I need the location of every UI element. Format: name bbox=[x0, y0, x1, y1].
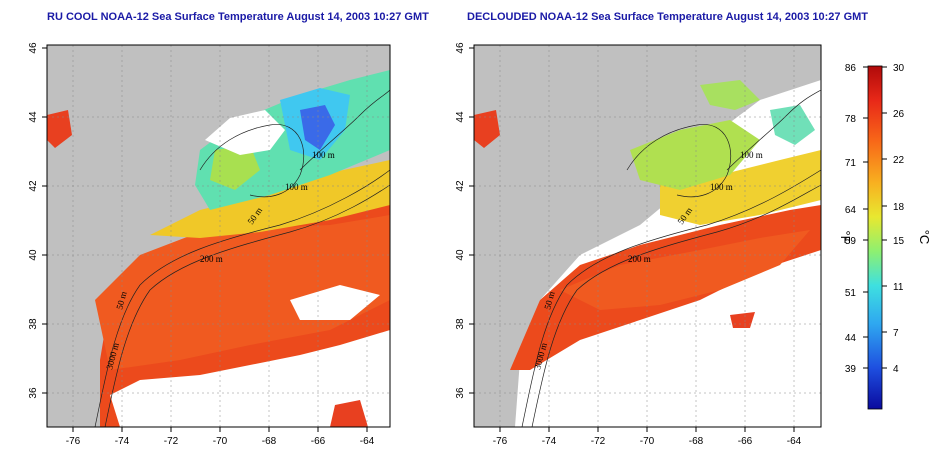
lat-tick-label: 42 bbox=[28, 180, 39, 192]
panel-1-ocean-yellow bbox=[150, 160, 390, 238]
panel-1-grid bbox=[47, 45, 390, 427]
panel-1-ocean-green bbox=[210, 145, 260, 190]
panel-1-contour-label: 100 m bbox=[312, 150, 335, 160]
panel-2-ocean-yellow bbox=[660, 150, 821, 225]
panel-1-ocean-warm-2 bbox=[95, 215, 390, 370]
fahrenheit-tick: 86 bbox=[845, 63, 857, 74]
fahrenheit-tick: 59 bbox=[845, 236, 857, 247]
lon-tick-label: -76 bbox=[493, 436, 508, 447]
panel-2-title: DECLOUDED NOAA-12 Sea Surface Temperatur… bbox=[467, 11, 869, 23]
panel-2-red-spot bbox=[730, 312, 755, 328]
panel-1-contour-label: 50 m bbox=[114, 290, 128, 310]
panel-1-title: RU COOL NOAA-12 Sea Surface Temperature … bbox=[47, 11, 429, 23]
lat-tick-label: 38 bbox=[455, 318, 466, 330]
panel-2-contour-label: 200 m bbox=[628, 254, 651, 264]
panel-2-lat-ticks: 46 44 42 40 38 36 bbox=[455, 42, 474, 399]
lon-tick-label: -66 bbox=[738, 436, 753, 447]
fahrenheit-tick: 78 bbox=[845, 114, 857, 125]
celsius-tick: 4 bbox=[893, 364, 899, 375]
panel-2-contour-label: 100 m bbox=[710, 182, 733, 192]
lon-tick-label: -70 bbox=[213, 436, 228, 447]
lon-tick-label: -76 bbox=[66, 436, 81, 447]
celsius-tick: 30 bbox=[893, 63, 905, 74]
panel-1-ocean-blue bbox=[300, 105, 335, 150]
panel-1-cloud-north bbox=[205, 110, 285, 155]
lon-tick-label: -74 bbox=[115, 436, 130, 447]
panel-1-red-south bbox=[330, 400, 368, 427]
panel-2-ocean-cyan bbox=[770, 105, 815, 145]
lat-tick-label: 44 bbox=[455, 111, 466, 123]
panel-2-contour-label: 100 m bbox=[740, 150, 763, 160]
fahrenheit-tick: 51 bbox=[845, 288, 857, 299]
fahrenheit-tick: 64 bbox=[845, 205, 857, 216]
panel-1-red-west bbox=[47, 110, 72, 148]
lon-tick-label: -72 bbox=[591, 436, 606, 447]
panel-1-cloud-south bbox=[110, 330, 390, 427]
panel-1-contours bbox=[94, 89, 390, 427]
lat-tick-label: 40 bbox=[455, 249, 466, 261]
panel-2-ocean-green-2 bbox=[700, 80, 760, 110]
panel-1-lat-ticks: 46 44 42 40 38 36 bbox=[28, 42, 47, 399]
lon-tick-label: -68 bbox=[262, 436, 277, 447]
lon-tick-label: -70 bbox=[640, 436, 655, 447]
lon-tick-label: -66 bbox=[311, 436, 326, 447]
celsius-tick: 15 bbox=[893, 236, 905, 247]
lat-tick-label: 40 bbox=[28, 249, 39, 261]
lon-tick-label: -68 bbox=[689, 436, 704, 447]
fahrenheit-tick: 44 bbox=[845, 333, 857, 344]
panel-2-grid bbox=[474, 45, 821, 427]
lon-tick-label: -64 bbox=[360, 436, 375, 447]
panel-1-map[interactable]: 100 m 100 m 50 m 200 m 50 m 3000 m bbox=[47, 45, 390, 427]
fahrenheit-unit-label: °F bbox=[838, 230, 853, 243]
lon-tick-label: -64 bbox=[787, 436, 802, 447]
celsius-tick: 18 bbox=[893, 202, 905, 213]
celsius-tick: 22 bbox=[893, 155, 905, 166]
fahrenheit-tick: 71 bbox=[845, 158, 857, 169]
colorbar-gradient bbox=[867, 65, 883, 410]
celsius-unit-label: °C bbox=[917, 230, 932, 245]
lon-tick-label: -72 bbox=[164, 436, 179, 447]
fahrenheit-tick: 39 bbox=[845, 364, 857, 375]
panel-2-contours bbox=[521, 89, 821, 427]
lat-tick-label: 46 bbox=[455, 42, 466, 54]
panel-1-contour-label: 100 m bbox=[285, 182, 308, 192]
lat-tick-label: 36 bbox=[28, 387, 39, 399]
panel-2-contour-label: 50 m bbox=[542, 290, 556, 310]
panel-1-frame bbox=[46, 44, 391, 428]
panel-1-contour-label: 200 m bbox=[200, 254, 223, 264]
celsius-tick: 7 bbox=[893, 328, 899, 339]
panel-1-lon-ticks: -76 -74 -72 -70 -68 -66 -64 bbox=[66, 427, 375, 447]
lat-tick-label: 36 bbox=[455, 387, 466, 399]
colorbar: 86 78 71 64 59 51 44 39 30 26 22 18 15 1… bbox=[838, 63, 932, 410]
panel-1-cloud-mid bbox=[290, 285, 380, 320]
celsius-tick: 26 bbox=[893, 109, 905, 120]
panel-2-ocean-warm-2 bbox=[560, 230, 810, 310]
lat-tick-label: 44 bbox=[28, 111, 39, 123]
panel-2-lon-ticks: -76 -74 -72 -70 -68 -66 -64 bbox=[493, 427, 802, 447]
celsius-tick: 11 bbox=[893, 282, 904, 293]
lon-tick-label: -74 bbox=[542, 436, 557, 447]
lat-tick-label: 42 bbox=[455, 180, 466, 192]
panel-2-ocean-green bbox=[630, 120, 760, 190]
lat-tick-label: 38 bbox=[28, 318, 39, 330]
lat-tick-label: 46 bbox=[28, 42, 39, 54]
panel-2-map[interactable]: 100 m 100 m 50 m 200 m 50 m 3000 m bbox=[474, 45, 821, 427]
panel-2-red-west bbox=[474, 110, 500, 148]
